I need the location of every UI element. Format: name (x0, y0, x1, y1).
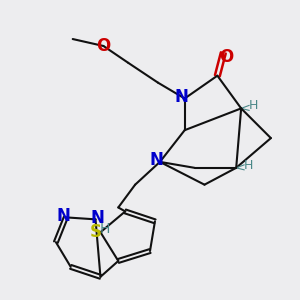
Text: S: S (89, 223, 101, 241)
Text: O: O (96, 37, 111, 55)
Text: H: H (99, 222, 110, 236)
Text: N: N (175, 88, 189, 106)
Text: N: N (149, 151, 163, 169)
Text: O: O (219, 48, 233, 66)
Text: N: N (91, 209, 104, 227)
Text: N: N (57, 207, 71, 225)
Text: H: H (243, 159, 253, 172)
Text: H: H (248, 99, 258, 112)
